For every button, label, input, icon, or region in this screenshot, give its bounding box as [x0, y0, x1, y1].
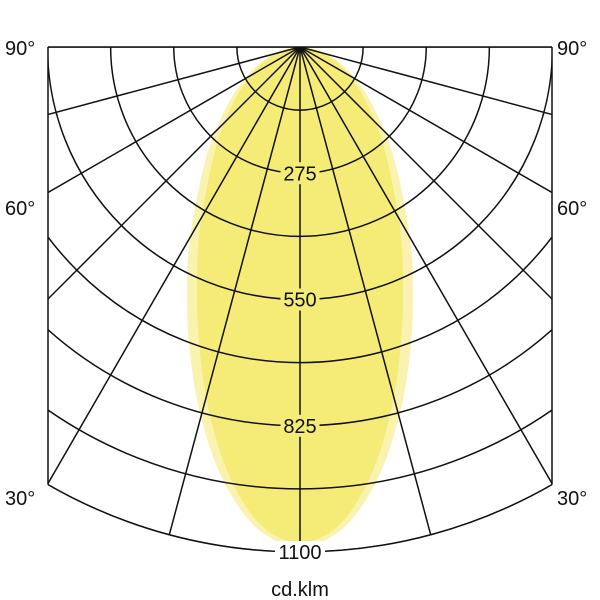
grid-spoke [48, 47, 301, 301]
grid-spoke [48, 47, 301, 179]
polar-grid [48, 47, 552, 552]
grid-spoke [299, 47, 552, 301]
angle-label-30-right: 30° [557, 488, 587, 510]
radial-label-bg [280, 288, 320, 311]
radial-tick-labels: 275 550 825 1100 [275, 162, 325, 564]
grid-spoke [299, 47, 432, 535]
grid-spoke [299, 47, 552, 485]
radial-tick-label: 825 [283, 416, 316, 438]
grid-spoke [168, 47, 301, 535]
angle-label-90-left: 90° [5, 38, 35, 60]
angle-label-90-right: 90° [557, 38, 587, 60]
radial-tick-label: 275 [283, 163, 316, 185]
grid-border [47, 46, 553, 553]
radial-label-bg [275, 541, 325, 563]
unit-label: cd.klm [271, 579, 329, 600]
radial-tick-label: 1100 [278, 542, 321, 564]
grid-spoke [48, 47, 301, 485]
radial-tick-label: 550 [283, 290, 316, 312]
angle-label-60-left: 60° [5, 198, 35, 220]
grid-spoke [299, 47, 552, 179]
grid-spoke [48, 47, 301, 405]
radial-label-bg [280, 414, 320, 437]
radial-label-bg [280, 162, 320, 185]
angle-label-30-left: 30° [5, 488, 35, 510]
grid-spoke [299, 47, 552, 405]
angle-label-60-right: 60° [557, 198, 587, 220]
